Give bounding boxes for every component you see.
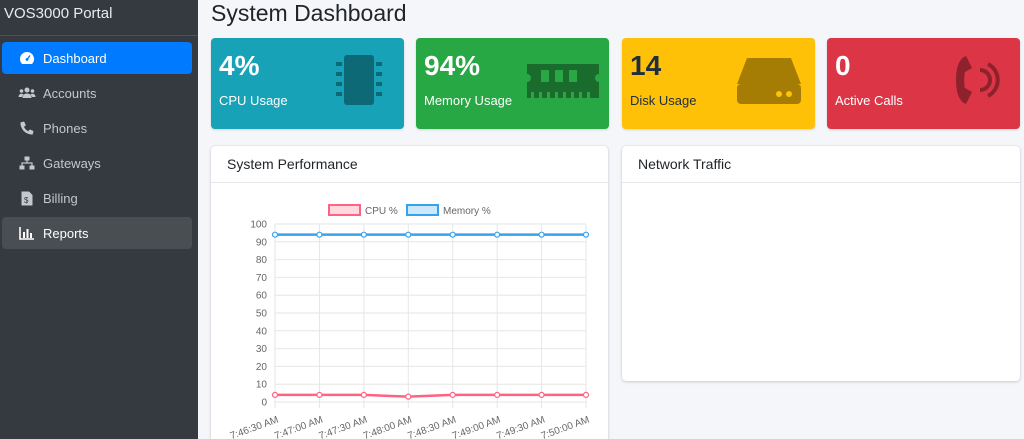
svg-text:$: $ [24,196,29,205]
stat-card-calls[interactable]: 0 Active Calls [827,38,1020,129]
y-tick-label: 20 [256,362,268,373]
legend-label: Memory % [443,206,491,217]
data-point [271,391,279,398]
sidebar-item-label: Phones [43,120,88,136]
legend-swatch [406,204,439,216]
sidebar-item-accounts[interactable]: Accounts [2,77,192,109]
data-point [449,231,456,238]
card-title: System Performance [211,146,608,183]
phone-volume-icon [956,56,1000,104]
y-tick-label: 30 [256,344,268,355]
y-tick-label: 100 [250,220,267,231]
sidebar-item-label: Accounts [43,85,97,101]
stat-label: Disk Usage [630,93,697,108]
y-tick-label: 40 [256,326,268,337]
stat-card-cpu[interactable]: 4% CPU Usage [211,38,404,129]
stat-label: CPU Usage [219,93,288,108]
sidebar-item-billing[interactable]: $ Billing [2,182,192,214]
y-tick-label: 70 [256,273,268,284]
data-point [405,393,412,400]
y-tick-label: 80 [256,255,268,266]
y-tick-label: 50 [256,309,268,320]
performance-card: System Performance CPU % Memory % 0 10 20 30 4… [211,146,608,439]
stat-value: 0 [835,50,851,81]
bar-chart-icon [18,224,36,242]
series-line [275,393,586,398]
stat-card-memory[interactable]: 94% Memory Usage [416,38,609,129]
page-title: System Dashboard [211,0,407,26]
x-tick-label: 7:50:00 AM [540,414,591,439]
data-point [271,231,279,238]
microchip-icon [336,55,382,105]
stat-label: Memory Usage [424,93,513,108]
performance-chart[interactable]: CPU % Memory % 0 10 20 30 40 50 60 70 80 90 100 7:46:… [211,184,608,439]
network-card: Network Traffic [622,146,1020,381]
data-point [494,391,501,398]
x-tick-label: 7:49:00 AM [451,414,502,439]
x-tick-label: 7:46:30 AM [229,414,280,439]
data-point [538,231,545,238]
phone-icon [18,119,36,137]
stat-value: 14 [630,50,662,81]
hdd-icon [737,58,801,104]
users-icon [18,84,36,102]
sidebar: VOS3000 Portal Dashboard Accounts Phones… [0,0,198,439]
stat-card-disk[interactable]: 14 Disk Usage [622,38,815,129]
tachometer-icon [18,49,36,67]
sidebar-item-label: Gateways [43,155,101,171]
y-tick-label: 0 [261,398,267,409]
brand-title[interactable]: VOS3000 Portal [0,0,198,36]
x-tick-label: 7:47:00 AM [273,414,324,439]
card-title: Network Traffic [622,146,1020,183]
sidebar-item-gateways[interactable]: Gateways [2,147,192,179]
sidebar-item-phones[interactable]: Phones [2,112,192,144]
legend-swatch [328,204,361,216]
x-tick-label: 7:48:30 AM [406,414,457,439]
data-point [449,391,456,398]
sidebar-item-label: Billing [43,190,78,206]
data-point [494,231,501,238]
data-point [360,231,367,238]
data-point [405,231,412,238]
x-tick-label: 7:47:30 AM [318,414,369,439]
invoice-icon: $ [18,189,36,207]
data-point [316,231,323,238]
sidebar-item-reports[interactable]: Reports [2,217,192,249]
data-point [538,391,545,398]
sidebar-nav: Dashboard Accounts Phones Gateways $ Bil… [0,36,198,249]
stat-label: Active Calls [835,93,903,108]
data-point [582,231,590,238]
memory-icon [527,64,599,98]
legend-label: CPU % [365,206,398,217]
sidebar-item-label: Dashboard [43,50,107,66]
data-point [316,391,323,398]
stat-value: 94% [424,50,481,81]
main-content: System Dashboard 4% CPU Usage 94% Memory… [198,0,1024,439]
x-tick-label: 7:48:00 AM [362,414,413,439]
data-point [582,391,590,398]
stat-value: 4% [219,50,260,81]
sidebar-item-dashboard[interactable]: Dashboard [2,42,192,74]
data-point [360,391,367,398]
y-tick-label: 90 [256,237,268,248]
sitemap-icon [18,154,36,172]
sidebar-item-label: Reports [43,225,89,241]
y-tick-label: 60 [256,291,268,302]
x-tick-label: 7:49:30 AM [495,414,546,439]
y-tick-label: 10 [256,380,268,391]
